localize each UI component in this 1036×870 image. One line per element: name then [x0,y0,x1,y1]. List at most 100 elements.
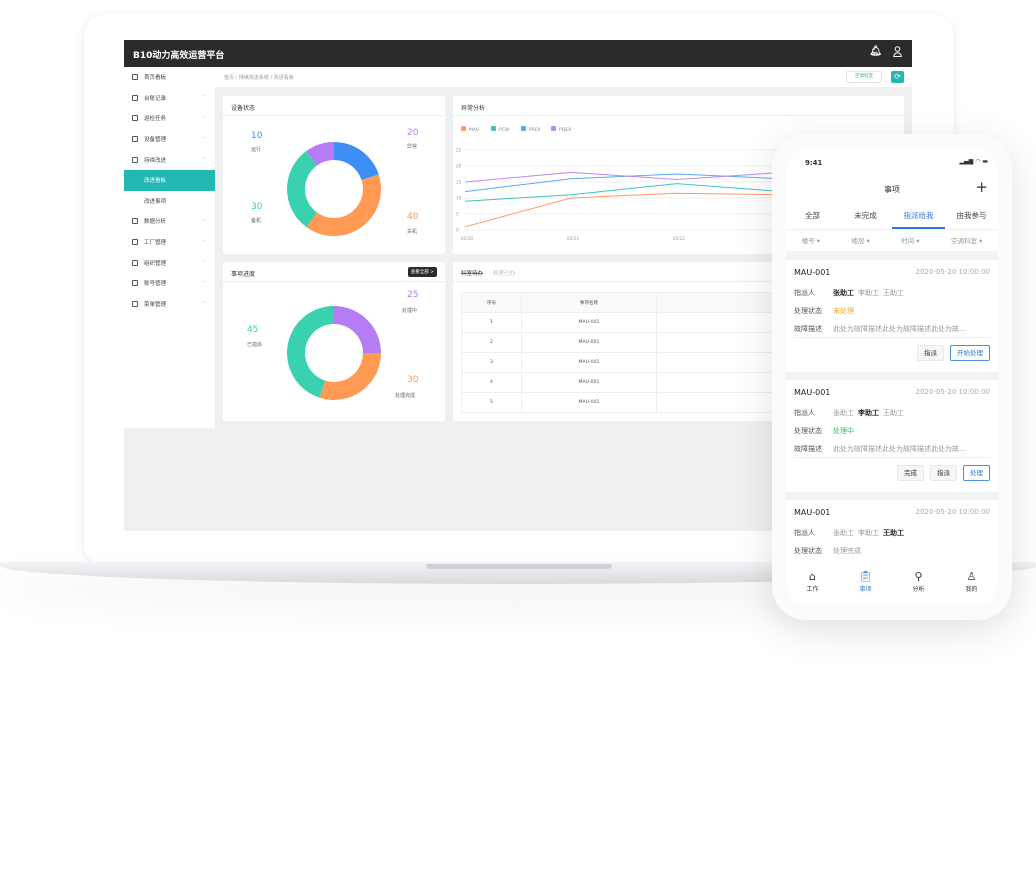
user-icon: ♙ [966,570,977,583]
y-tick-label: 0 [456,228,459,233]
sidebar-item[interactable]: 巡检任务 ﹀ [124,108,215,129]
sidebar-item[interactable]: 台账记录 ﹀ [124,88,215,109]
home-icon: ⌂ [809,570,816,583]
phone-tab[interactable]: 未完成 [854,211,877,220]
x-tick-label: 05/21 [567,236,579,241]
view-all-button[interactable]: 查看全部 > [407,267,437,277]
menu-icon [132,239,138,246]
label-value: 45 [247,325,259,335]
table-cell: 1 [461,312,522,333]
sidebar-item[interactable]: 改进事项 [124,191,215,212]
col-header: 事项名称 [521,292,657,313]
field-label: 处理状态 [794,547,822,555]
table-cell: MAU-001 [521,312,657,333]
task-time: 2020-05-20 10:00:00 [915,268,990,276]
label-value: 30 [407,375,419,385]
sidebar-item-label: 账号管理 [144,281,167,288]
menu-icon [132,280,138,287]
task-card[interactable]: MAU-001 2020-05-20 10:00:00 指派人 张助工 李助工 王助工 处理… [786,380,998,492]
table-cell: 2 [461,332,522,353]
tab-pending[interactable]: 科室待办 [461,271,484,277]
sidebar-item[interactable]: 首页看板 [124,67,215,88]
sidebar-item[interactable]: 数据分析 ﹀ [124,211,215,232]
field-label: 指派人 [794,289,815,297]
phone-screen: 9:41 ▂▄▆ ◠ ▬ 事项 + 全部 未完成 指派给我 由我参与 楼号 ▾ 楼层 ▾… [786,148,998,606]
menu-icon [132,218,138,225]
assignee: 王助工 [883,289,904,297]
sidebar-item-label: 改进看板 [144,178,167,185]
field-label: 指派人 [794,409,815,417]
progress-card: 事项进度 查看全部 > 25 处理中 45 已指派 30 处理完成 [223,262,445,421]
table-cell: 4 [461,372,522,393]
bottom-nav: ⌂ 工作 📋︎ 事项 ⚲ 分析 ♙ 我的 [786,562,998,606]
assignee: 王助工 [883,409,904,417]
label-text: 备机 [251,218,262,224]
nav-item[interactable]: 📋︎ 事项 [846,570,886,606]
sidebar-item[interactable]: 账号管理 ﹀ [124,273,215,294]
filter-dropdown[interactable]: 空调科室 ▾ [950,237,983,245]
device-status-donut [287,142,381,236]
user-icon[interactable] [893,46,902,57]
menu-icon [132,156,138,163]
filter-dropdown[interactable]: 楼层 ▾ [851,237,870,245]
sidebar-item[interactable]: 工厂管理 ﹀ [124,232,215,253]
field-label: 指派人 [794,529,815,537]
bell-icon[interactable]: 🔔︎ [869,46,882,57]
action-button[interactable]: 开始处理 [950,345,990,361]
task-card[interactable]: MAU-001 2020-05-20 10:00:00 指派人 张助工 李助工 王助工 处理… [786,260,998,372]
filter-dropdown[interactable]: 时间 ▾ [901,237,920,245]
task-time: 2020-05-20 10:00:00 [915,388,990,396]
menu-icon [132,94,138,101]
sidebar-item-label: 首页看板 [144,75,167,82]
y-tick-label: 15 [456,180,462,185]
add-icon[interactable]: + [975,178,988,196]
tab-done[interactable]: 科室已办 [493,271,516,277]
chevron-down-icon: ﹀ [201,115,207,122]
table-cell: 5 [461,392,522,413]
sidebar-item-label: 改进事项 [144,198,167,205]
y-tick-label: 5 [456,212,459,217]
menu-icon [132,115,138,122]
label-text: 已指派 [247,342,263,348]
phone-tab[interactable]: 由我参与 [956,211,987,220]
action-button[interactable]: 处理 [963,465,990,481]
room-select-button[interactable]: 空调科室 [846,71,882,83]
legend-swatch [491,126,496,131]
legend-label: PQEX [559,127,571,133]
task-id: MAU-001 [794,508,831,517]
sidebar-item[interactable]: 菜单管理 ﹀ [124,294,215,315]
label-value: 25 [407,290,419,300]
sidebar-item[interactable]: 设备管理 ﹀ [124,129,215,150]
filter-dropdown[interactable]: 楼号 ▾ [801,237,821,245]
table-cell: MAU-001 [521,332,657,353]
phone-tab[interactable]: 指派给我 [892,206,945,229]
field-label: 故障描述 [794,324,822,333]
label-text: 异常 [407,144,418,150]
action-button[interactable]: 完成 [897,465,924,481]
sidebar-item-label: 工厂管理 [144,240,167,247]
assignee: 李助工 [858,409,879,417]
top-bar: B10动力高效运营平台 🔔︎ [124,40,912,67]
action-button[interactable]: 指派 [917,345,944,361]
assignee: 张助工 [833,409,854,417]
card-title: 设备状态 [223,96,445,116]
task-card[interactable]: MAU-001 2020-05-20 10:00:00 指派人 张助工 李助工 王助工 处理… [786,500,998,570]
nav-label: 事项 [859,586,872,593]
chevron-down-icon: ﹀ [201,239,207,246]
action-button[interactable]: 指派 [930,465,957,481]
nav-item[interactable]: ⚲ 分析 [899,570,939,606]
sidebar-item[interactable]: 改进看板 [124,169,215,191]
sidebar-item[interactable]: 组织管理 ﹀ [124,252,215,273]
donut-slice-运行 [306,142,334,166]
sidebar: 首页看板 台账记录 ﹀ 巡检任务 ﹀ 设备管理 ﹀ 持续改进 ﹀ 改进看板 改进事项 数据分析 ﹀ 工厂管… [124,67,215,428]
phone-tab[interactable]: 全部 [805,211,820,220]
label-text: 运行 [251,147,262,153]
refresh-icon[interactable]: ⟳ [891,71,904,83]
legend-label: MAU [469,127,479,133]
x-tick-label: 05/20 [461,236,473,241]
card-title: 事项进度 [223,262,445,282]
nav-item[interactable]: ♙ 我的 [952,570,992,606]
nav-item[interactable]: ⌂ 工作 [793,570,833,606]
sidebar-item[interactable]: 持续改进 ﹀ [124,149,215,170]
description: 此处为故障描述此处为故障描述此处为故... [833,444,966,453]
